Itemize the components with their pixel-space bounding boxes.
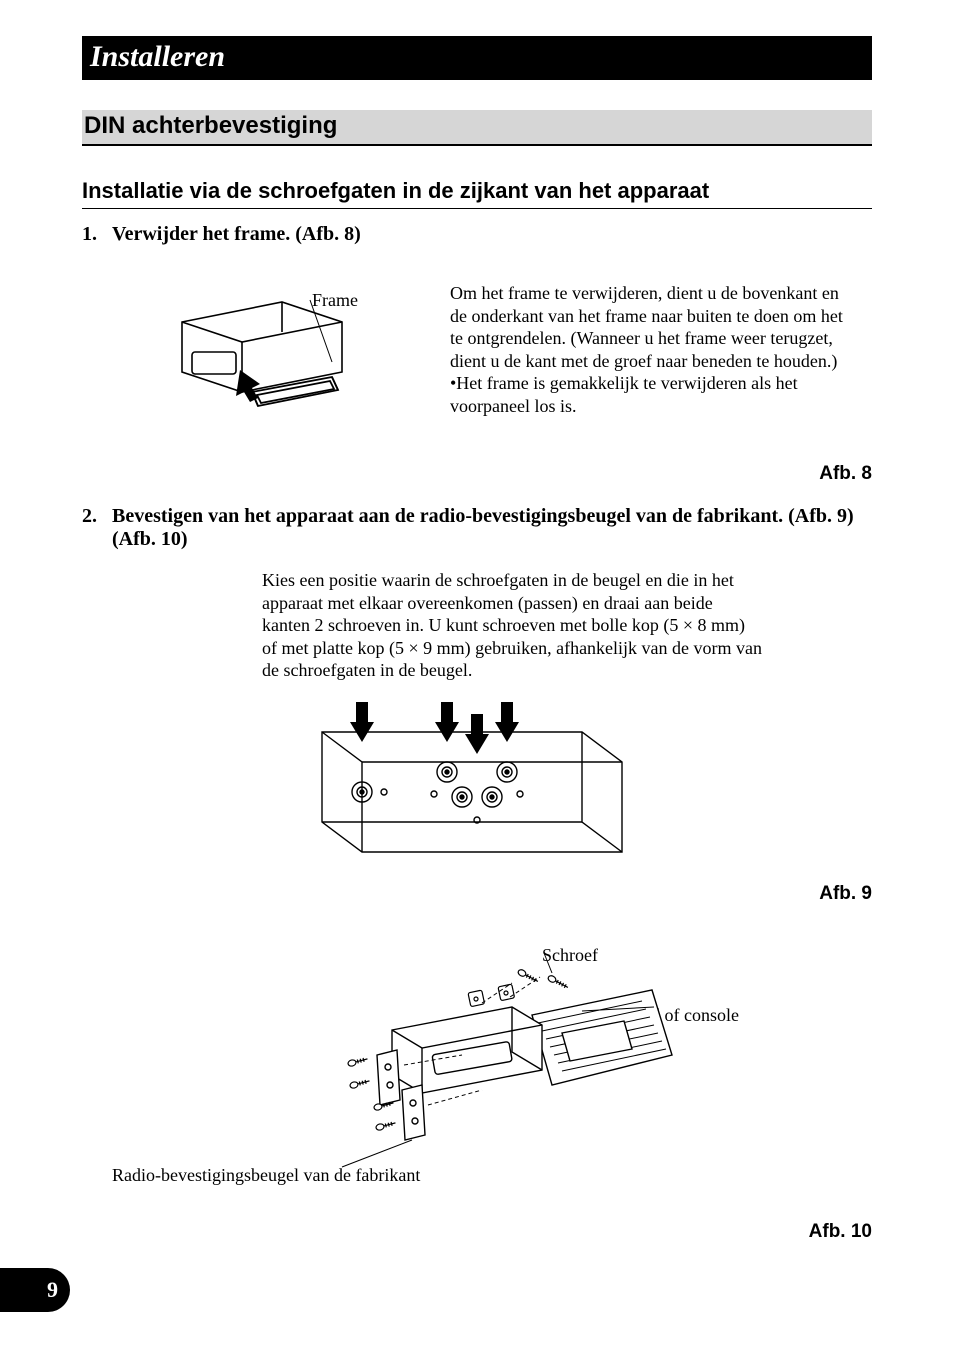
mounting-exploded-icon: [282, 935, 702, 1195]
step-1: 1. Verwijder het frame. (Afb. 8): [82, 223, 872, 246]
step-2-title: Bevestigen van het apparaat aan de radio…: [112, 505, 872, 551]
page-number: 9: [0, 1268, 70, 1312]
figure-10-illustration: Schroef Dashboard of console: [82, 935, 872, 1215]
figure-8-frame-label: Frame: [312, 290, 358, 311]
step-2-number: 2.: [82, 505, 112, 551]
figure-9-caption: Afb. 9: [82, 883, 872, 905]
subheading-install: Installatie via de schroefgaten in de zi…: [82, 178, 872, 209]
figure-8-row: Frame: [162, 282, 872, 447]
step-1-title: Verwijder het frame. (Afb. 8): [112, 223, 361, 246]
figure-8-caption: Afb. 8: [82, 463, 872, 485]
figure-10-caption: Afb. 10: [82, 1221, 872, 1243]
step-2-body-text: Kies een positie waarin de schroefgaten …: [262, 569, 762, 682]
figure-8-illustration: Frame: [162, 282, 402, 447]
step-1-number: 1.: [82, 223, 112, 246]
side-panel-holes-icon: [302, 692, 642, 862]
heading-din: DIN achterbevestiging: [82, 110, 872, 146]
figure-9-illustration: [302, 692, 642, 867]
step-2: 2. Bevestigen van het apparaat aan de ra…: [82, 505, 872, 551]
figure-10-bracket-label: Radio-bevestigingsbeugel van de fabrikan…: [112, 1165, 420, 1186]
section-banner: Installeren: [82, 36, 872, 80]
step-1-body-text: Om het frame te verwijderen, dient u de …: [450, 282, 850, 447]
